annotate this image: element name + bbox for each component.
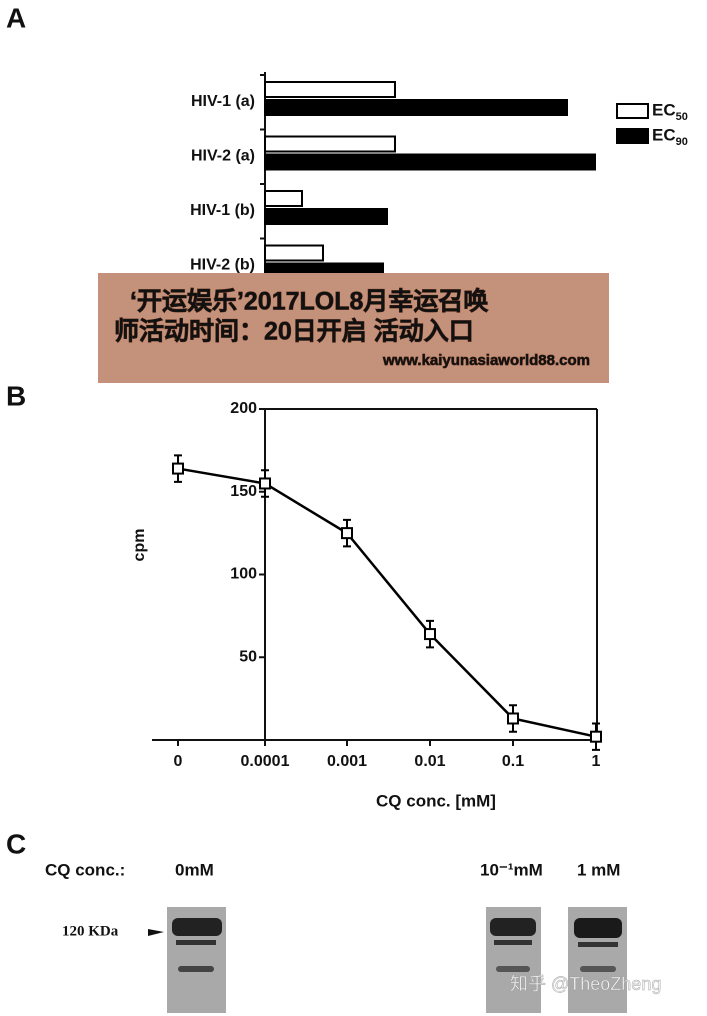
y-tick-label: 100 xyxy=(230,566,257,583)
x-tick-label: 0.001 xyxy=(327,753,367,770)
overlay-text: ‘开运娱乐’2017LOL8月幸运召唤 xyxy=(130,288,488,316)
point xyxy=(259,477,271,490)
lane-label: 1 mM xyxy=(577,860,620,879)
y-tick-label: HIV-2 (b) xyxy=(190,257,255,274)
legend-label: EC50 xyxy=(652,100,688,122)
marker-label: 120 KDa xyxy=(62,923,119,939)
x-tick-label: 0.1 xyxy=(502,753,524,770)
lane-label: 10⁻¹mM xyxy=(480,860,543,879)
lane-label: 0mM xyxy=(175,860,214,879)
x-tick-label: 0.01 xyxy=(414,753,445,770)
marker-arrow xyxy=(148,929,164,936)
y-tick-label: HIV-1 (b) xyxy=(190,202,255,219)
bar xyxy=(264,135,396,153)
bar xyxy=(264,99,568,116)
bar xyxy=(264,244,324,262)
y-axis-label: cpm xyxy=(131,529,148,562)
bar xyxy=(264,190,303,207)
bar xyxy=(264,81,396,98)
point xyxy=(424,628,436,641)
point xyxy=(590,730,602,743)
overlay-url: www.kaiyunasiaworld88.com xyxy=(382,352,590,369)
watermark: 知乎 @TheoZheng xyxy=(510,974,661,994)
overlay-text: 师活动时间：20日开启 活动入口 xyxy=(114,317,474,346)
point xyxy=(507,712,519,725)
point xyxy=(172,462,184,475)
panel-label: C xyxy=(6,828,26,859)
legend-swatch xyxy=(616,103,649,119)
legend-swatch xyxy=(616,128,649,144)
bar xyxy=(264,153,596,171)
y-tick-label: HIV-1 (a) xyxy=(191,93,255,110)
blot xyxy=(167,907,627,1013)
row-label: CQ conc.: xyxy=(45,860,125,879)
legend-label: EC90 xyxy=(652,125,688,147)
y-tick-label: 50 xyxy=(239,648,257,665)
point xyxy=(341,527,353,540)
panel-label: B xyxy=(6,380,26,411)
bar xyxy=(264,208,388,225)
overlay-banner xyxy=(98,273,609,383)
data-line xyxy=(177,467,597,738)
x-tick-label: 0 xyxy=(174,753,183,770)
x-tick-label: 1 xyxy=(592,753,601,770)
y-tick-label: HIV-2 (a) xyxy=(191,148,255,165)
x-axis-label: CQ conc. [mM] xyxy=(376,791,496,810)
x-tick-label: 0.0001 xyxy=(241,753,290,770)
y-tick-label: 200 xyxy=(230,400,257,417)
y-tick-label: 150 xyxy=(230,483,257,500)
panel-label: A xyxy=(6,2,26,33)
